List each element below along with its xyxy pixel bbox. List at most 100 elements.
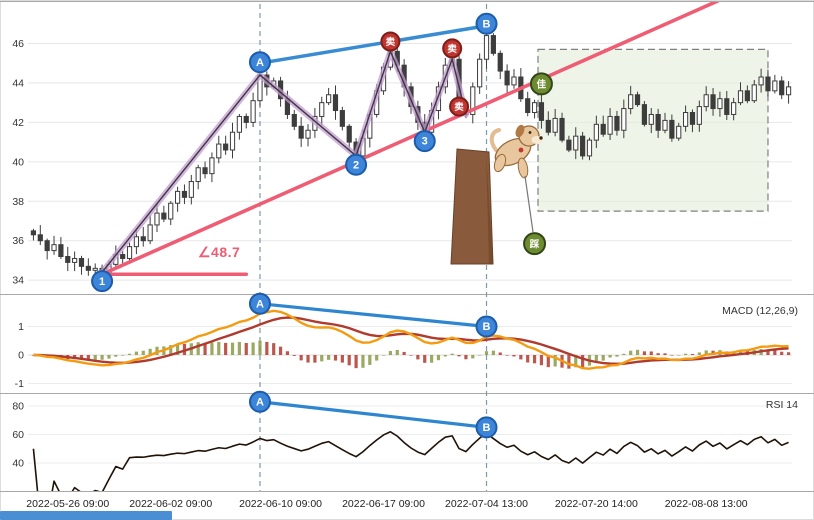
candle (593, 115, 599, 149)
marker-2-main[interactable]: 2 (345, 153, 368, 176)
macd-histogram-bar (100, 355, 104, 360)
candle (710, 88, 716, 116)
macd-histogram-bar (237, 341, 241, 355)
candle (573, 127, 579, 160)
macd-histogram-bar (539, 355, 544, 366)
y-axis-label: 38 (12, 196, 24, 208)
y-axis-label: 36 (12, 235, 24, 247)
candle (525, 91, 531, 117)
sell-signal-marker-7[interactable]: 卖 (449, 96, 470, 117)
marker-3-main[interactable]: 3 (413, 130, 436, 153)
macd-histogram-bar (347, 355, 351, 366)
note-marker-9[interactable]: 踩 (523, 232, 547, 256)
candle (731, 97, 737, 121)
macd-histogram-bar (278, 346, 283, 355)
marker-b-macd[interactable]: B (475, 315, 498, 338)
macd-histogram-bar (478, 355, 482, 356)
y-axis-label: 46 (12, 38, 24, 50)
marker-b-rsi[interactable]: B (475, 416, 498, 439)
macd-histogram-bar (375, 355, 379, 361)
candle (580, 131, 586, 160)
candle (188, 174, 194, 205)
svg-text:A: A (256, 396, 264, 408)
x-axis-label: 2022-06-10 09:00 (239, 498, 322, 510)
scrollbar-thumb[interactable] (0, 511, 172, 520)
marker-1-main[interactable]: 1 (91, 270, 114, 293)
candle (641, 101, 648, 127)
macd-histogram-bar (546, 355, 550, 368)
macd-histogram-bar (272, 343, 276, 355)
macd-histogram-bar (244, 342, 248, 355)
macd-histogram-bar (690, 353, 695, 355)
candle (607, 108, 613, 140)
candle (168, 201, 174, 226)
svg-text:卖: 卖 (454, 101, 464, 113)
macd-histogram-bar (635, 349, 640, 355)
macd-histogram-bar (649, 351, 653, 355)
candle (305, 124, 311, 147)
candle (765, 69, 771, 97)
candle (85, 258, 91, 276)
candle (58, 237, 64, 260)
candle (298, 117, 304, 147)
candle (744, 85, 750, 104)
macd-histogram-bar (93, 355, 97, 360)
marker-a-macd[interactable]: A (248, 292, 271, 315)
angle-annotation-label: ∠48.7 (198, 244, 241, 260)
candle (648, 108, 654, 134)
macd-histogram-bar (320, 355, 324, 362)
svg-text:踩: 踩 (530, 238, 540, 250)
macd-histogram-bar (141, 350, 145, 355)
candle (202, 161, 208, 179)
macd-histogram-bar (327, 355, 331, 360)
candle (72, 251, 78, 272)
candle (339, 106, 345, 131)
macd-histogram-bar (532, 355, 537, 364)
candle (634, 91, 641, 107)
candle (326, 87, 332, 106)
candle (195, 164, 201, 190)
macd-histogram-bar (368, 355, 372, 365)
macd-histogram-bar (443, 355, 447, 357)
candle (477, 53, 483, 94)
marker-b-main[interactable]: B (475, 12, 498, 35)
svg-text:B: B (483, 18, 491, 30)
marker-a-rsi[interactable]: A (248, 390, 271, 413)
candle (538, 93, 545, 129)
macd-histogram-bar (457, 355, 461, 357)
macd-histogram-bar (217, 341, 221, 355)
macd-histogram-bar (79, 355, 84, 360)
macd-histogram-bar (409, 355, 413, 356)
macd-histogram-bar (224, 342, 228, 355)
macd-histogram-bar (581, 355, 585, 368)
candle (78, 255, 85, 275)
macd-histogram-bar (471, 355, 475, 359)
macd-histogram-bar (642, 351, 647, 355)
candle (243, 113, 249, 129)
macd-histogram-bar (780, 351, 784, 355)
candle (689, 109, 696, 133)
marker-a-main[interactable]: A (248, 51, 271, 74)
candle (758, 68, 764, 93)
candle (785, 81, 792, 104)
svg-text:3: 3 (422, 136, 428, 148)
macd-histogram-bar (574, 355, 578, 368)
macd-histogram-bar (258, 340, 262, 355)
note-marker-8[interactable]: 佳 (529, 72, 553, 96)
macd-histogram-bar (121, 355, 125, 356)
candle (655, 108, 661, 138)
macd-histogram-bar (423, 355, 427, 363)
candle (676, 122, 682, 141)
macd-histogram-bar (697, 352, 701, 355)
macd-histogram-bar (155, 346, 159, 355)
y-axis-label: 40 (12, 156, 24, 168)
cliff-dog-sticker (450, 124, 543, 265)
candle (291, 110, 297, 131)
candle (621, 99, 627, 139)
macd-histogram-bar (114, 355, 118, 357)
rsi-panel-label: RSI 14 (765, 399, 798, 411)
candle (216, 135, 222, 164)
sell-signal-marker-6[interactable]: 卖 (442, 38, 463, 59)
sell-signal-marker-5[interactable]: 卖 (380, 31, 401, 52)
macd-histogram-bar (333, 355, 338, 361)
